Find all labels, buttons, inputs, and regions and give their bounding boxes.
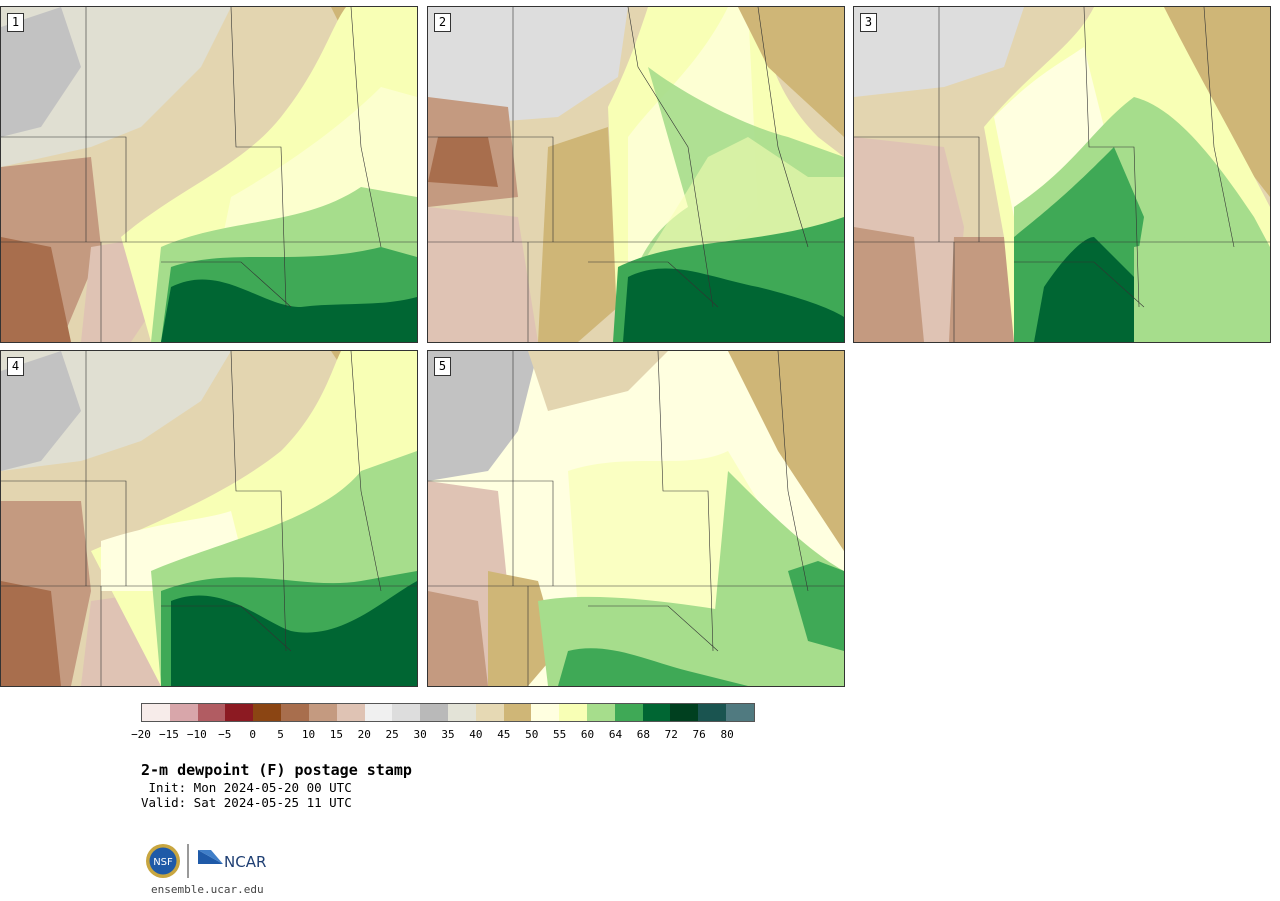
colorbar-tick: 76 <box>692 728 706 741</box>
colorbar-tick: 0 <box>249 728 256 741</box>
sponsor-logos: NSF NCAR <box>145 842 275 882</box>
colorbar-tick: 45 <box>497 728 511 741</box>
colorbar-swatch <box>253 704 282 721</box>
colorbar-swatch <box>364 704 393 721</box>
dewpoint-map-4 <box>1 351 417 686</box>
nsf-ncar-logo: NSF NCAR <box>146 844 266 878</box>
colorbar-tick: 60 <box>580 728 595 741</box>
colorbar-tick: −5 <box>218 728 232 741</box>
dewpoint-map-5 <box>428 351 844 686</box>
colorbar-swatch <box>670 704 699 721</box>
colorbar-swatch <box>475 704 504 721</box>
colorbar-tick: 68 <box>636 728 650 741</box>
colorbar-swatch <box>447 704 476 721</box>
colorbar-tick: 35 <box>441 728 455 741</box>
panel-number-label: 5 <box>434 357 451 376</box>
ensemble-member-panel-3: 3 <box>853 6 1271 343</box>
colorbar-swatch <box>392 704 421 721</box>
colorbar-swatch <box>503 704 532 721</box>
dewpoint-map-3 <box>854 7 1270 342</box>
dewpoint-map-2 <box>428 7 844 342</box>
colorbar-tick: 50 <box>525 728 539 741</box>
colorbar-tick: 64 <box>608 728 623 741</box>
colorbar-swatch <box>225 704 254 721</box>
map-title: 2-m dewpoint (F) postage stamp <box>141 761 412 779</box>
ensemble-member-panel-1: 1 <box>0 6 418 343</box>
panel-number-label: 4 <box>7 357 24 376</box>
colorbar-tick: 55 <box>553 728 567 741</box>
colorbar-swatch <box>642 704 671 721</box>
init-time: Init: Mon 2024-05-20 00 UTC <box>141 780 352 795</box>
colorbar-swatch <box>281 704 309 721</box>
colorbar-tick: −20 <box>131 728 151 741</box>
colorbar-tick-labels: −20 −15 −10 −5 0 5 10 15 20 25 30 35 40 45 50 55 60 64 68 7… <box>131 728 755 742</box>
colorbar-swatch <box>698 704 727 721</box>
colorbar-swatch <box>726 704 754 721</box>
colorbar-tick: 15 <box>329 728 343 741</box>
colorbar-swatch <box>531 704 560 721</box>
colorbar-tick: 20 <box>357 728 371 741</box>
valid-time: Valid: Sat 2024-05-25 11 UTC <box>141 795 352 810</box>
ensemble-member-panel-4: 4 <box>0 350 418 687</box>
colorbar-tick: 5 <box>277 728 284 741</box>
ncar-logo-text: NCAR <box>224 853 266 871</box>
colorbar-tick: 72 <box>664 728 678 741</box>
ensemble-member-panel-5: 5 <box>427 350 845 687</box>
colorbar-tick: 80 <box>720 728 734 741</box>
dewpoint-colorbar <box>141 703 755 722</box>
colorbar-tick: 25 <box>385 728 399 741</box>
colorbar-swatch <box>197 704 226 721</box>
ensemble-member-panel-2: 2 <box>427 6 845 343</box>
colorbar-swatch <box>614 704 643 721</box>
website-url: ensemble.ucar.edu <box>151 883 264 896</box>
colorbar-swatch <box>420 704 448 721</box>
panel-number-label: 1 <box>7 13 24 32</box>
colorbar-tick: 10 <box>301 728 316 741</box>
colorbar-swatch <box>169 704 198 721</box>
colorbar-swatch <box>559 704 587 721</box>
colorbar-swatch <box>336 704 365 721</box>
colorbar-tick: −10 <box>186 728 207 741</box>
dewpoint-map-1 <box>1 7 417 342</box>
panel-number-label: 3 <box>860 13 877 32</box>
colorbar-swatch <box>587 704 615 721</box>
colorbar-swatch <box>142 704 170 721</box>
colorbar-swatch <box>308 704 337 721</box>
nsf-logo-text: NSF <box>153 857 173 868</box>
colorbar-tick: 30 <box>413 728 427 741</box>
colorbar-tick: 40 <box>469 728 483 741</box>
panel-number-label: 2 <box>434 13 451 32</box>
colorbar-tick: −15 <box>158 728 179 741</box>
